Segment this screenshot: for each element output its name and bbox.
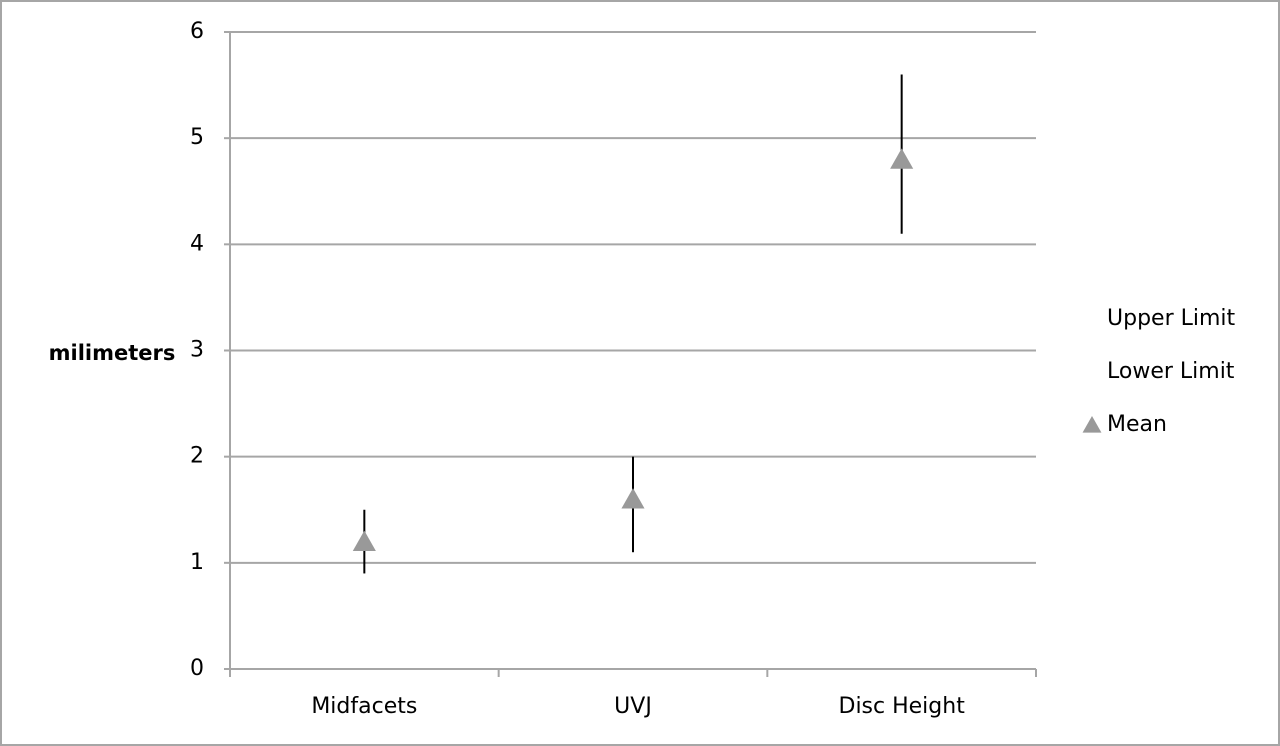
y-tick-label: 0 [190,656,204,681]
y-tick-label: 6 [190,19,204,44]
y-axis-label: milimeters [49,341,176,365]
mean-marker [890,148,914,169]
legend-label: Upper Limit [1107,306,1236,331]
mean-marker [352,530,376,551]
x-tick-label: Midfacets [311,694,417,719]
x-tick-label: Disc Height [839,694,966,719]
legend-label: Lower Limit [1107,359,1235,384]
legend-marker [1082,416,1102,433]
y-tick-label: 2 [190,444,204,469]
y-tick-label: 5 [190,125,204,150]
y-tick-label: 1 [190,550,204,575]
mean-marker [621,488,645,509]
y-tick-label: 3 [190,338,204,363]
y-tick-label: 4 [190,231,204,256]
x-tick-label: UVJ [614,694,652,719]
legend-label: Mean [1107,412,1167,437]
